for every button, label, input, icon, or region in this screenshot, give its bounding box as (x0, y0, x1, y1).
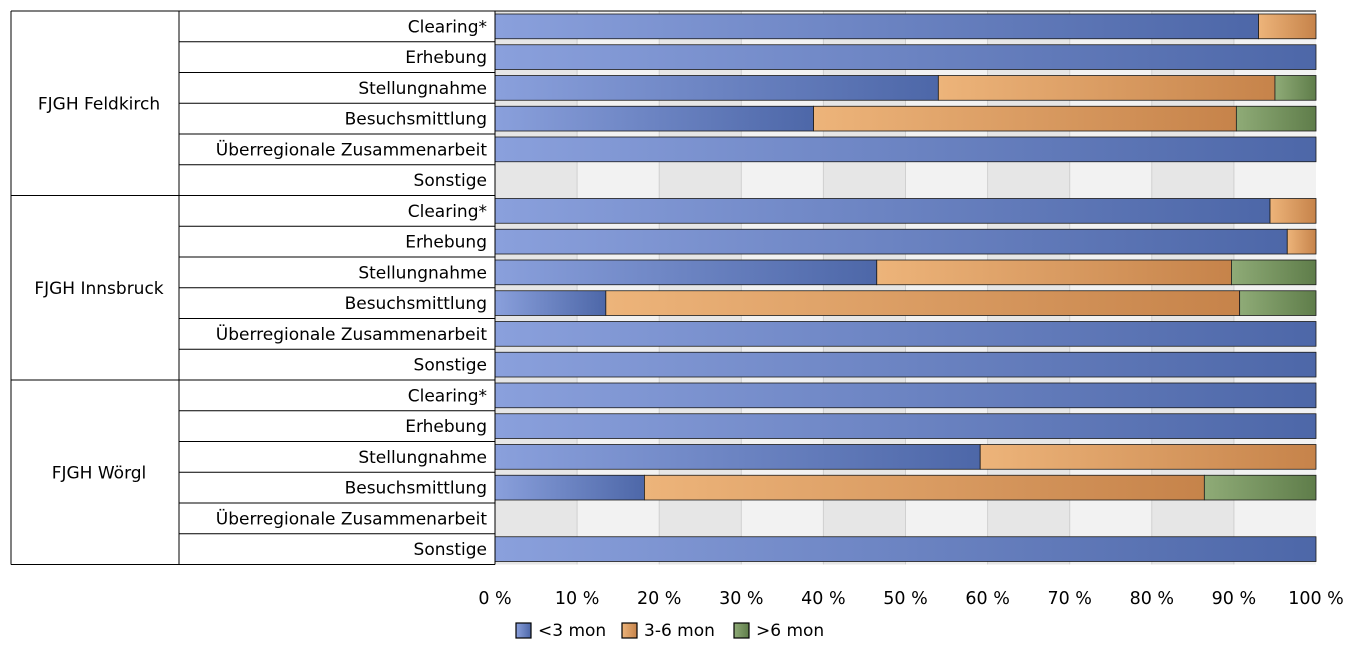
bar-segment-fjgh-innsbruck-sonstige-3-mon (494, 351, 1317, 378)
bar-segment-fjgh-worgl-stellungnahme-3-mon (494, 444, 981, 470)
bar-segment-fjgh-innsbruck-erhebung-3-6-mon (1286, 228, 1317, 255)
x-tick-label: 0 % (478, 589, 511, 609)
bar-segment-fjgh-feldkirch-clearing-3-mon (494, 13, 1259, 40)
bar-segment-fjgh-innsbruck-stellungnahme-6-mon (1231, 259, 1317, 286)
bar-segment-fjgh-innsbruck-clearing-3-mon (494, 198, 1271, 224)
bar-segment-fjgh-worgl-erhebung-3-mon (494, 413, 1317, 439)
grid-lines (576, 11, 1235, 565)
row-label-erhebung: Erhebung (405, 48, 487, 68)
row-label-besuchsmittlung: Besuchsmittlung (345, 294, 487, 314)
grid-band (741, 11, 824, 565)
bar-segment-fjgh-innsbruck-besuchsmittlung-3-6-mon (605, 290, 1241, 316)
bar-segment-fjgh-feldkirch-clearing-3-6-mon (1258, 13, 1317, 40)
group-label-fjgh-worgl: FJGH Wörgl (52, 463, 147, 483)
bar-segment-fjgh-innsbruck-erhebung-3-mon (494, 228, 1288, 255)
bar-segment-fjgh-worgl-clearing-3-mon (494, 382, 1317, 409)
grid-band (823, 11, 906, 565)
legend-label: <3 mon (538, 621, 606, 641)
x-tick-label: 100 % (1288, 589, 1344, 609)
row-label-erhebung: Erhebung (405, 417, 487, 437)
row-label-sonstige: Sonstige (414, 540, 487, 560)
bar-segment-fjgh-innsbruck-clearing-3-6-mon (1269, 198, 1317, 224)
row-label-sonstige: Sonstige (414, 356, 487, 376)
bar-segment-fjgh-feldkirch-stellungnahme-6-mon (1274, 75, 1317, 101)
grid-band (1233, 11, 1316, 565)
bar-segment-fjgh-feldkirch-stellungnahme-3-6-mon (937, 75, 1276, 101)
x-tick-label: 50 % (883, 589, 927, 609)
x-tick-label: 40 % (801, 589, 845, 609)
group-label-fjgh-innsbruck: FJGH Innsbruck (34, 279, 163, 299)
grid-band (1151, 11, 1234, 565)
row-label-clearing: Clearing* (408, 202, 487, 222)
legend: <3 mon 3-6 mon >6 mon (515, 621, 824, 641)
bar-segment-fjgh-worgl-stellungnahme-3-6-mon (979, 444, 1317, 470)
bar-segment-fjgh-innsbruck-besuchsmittlung-6-mon (1239, 290, 1317, 316)
group-label-fjgh-feldkirch: FJGH Feldkirch (38, 94, 160, 114)
bar-segment-fjgh-feldkirch-besuchsmittlung-6-mon (1235, 105, 1317, 132)
x-axis-ticks: 0 % 10 % 20 % 30 % 40 % 50 % 60 % 70 % 80 % 90 % 1… (478, 589, 1343, 609)
bar-segment-fjgh-worgl-besuchsmittlung-3-mon (494, 474, 645, 501)
grid-band (1069, 11, 1152, 565)
x-tick-label: 60 % (965, 589, 1009, 609)
row-label-sonstige: Sonstige (414, 171, 487, 191)
row-label-erhebung: Erhebung (405, 233, 487, 253)
bar-segment-fjgh-innsbruck-stellungnahme-3-6-mon (876, 259, 1232, 286)
bar-segment-fjgh-worgl-sonstige-3-mon (494, 536, 1317, 562)
row-label-stellungnahme: Stellungnahme (358, 79, 487, 99)
grid-band (905, 11, 988, 565)
bar-segment-fjgh-innsbruck-stellungnahme-3-mon (494, 259, 878, 286)
grid-bands (495, 11, 1316, 565)
legend-item-3-mon: <3 mon (515, 621, 606, 641)
row-label-uberregionale-zusammenarbeit: Überregionale Zusammenarbeit (216, 323, 488, 345)
legend-label: >6 mon (756, 621, 824, 641)
row-label-stellungnahme: Stellungnahme (358, 263, 487, 283)
row-label-besuchsmittlung: Besuchsmittlung (345, 479, 487, 499)
legend-swatch (733, 622, 750, 639)
legend-label: 3-6 mon (644, 621, 715, 641)
grid-band (659, 11, 742, 565)
x-tick-label: 20 % (637, 589, 681, 609)
row-label-uberregionale-zusammenarbeit: Überregionale Zusammenarbeit (216, 138, 488, 160)
bar-segment-fjgh-feldkirch-besuchsmittlung-3-mon (494, 105, 814, 132)
row-label-stellungnahme: Stellungnahme (358, 448, 487, 468)
legend-item-3-6-mon: 3-6 mon (621, 621, 715, 641)
grid-band (577, 11, 660, 565)
bar-segment-fjgh-feldkirch-stellungnahme-3-mon (494, 75, 939, 101)
legend-swatch (515, 622, 532, 639)
legend-item-6-mon: >6 mon (733, 621, 824, 641)
bar-segment-fjgh-feldkirch-besuchsmittlung-3-6-mon (813, 105, 1237, 132)
row-label-uberregionale-zusammenarbeit: Überregionale Zusammenarbeit (216, 507, 488, 529)
bar-segment-fjgh-feldkirch-uberregionale-zusammenarbeit-3-mon (494, 136, 1317, 163)
x-tick-label: 10 % (555, 589, 599, 609)
x-tick-label: 80 % (1130, 589, 1174, 609)
legend-swatch (621, 622, 638, 639)
bar-segment-fjgh-innsbruck-besuchsmittlung-3-mon (494, 290, 607, 316)
x-tick-label: 70 % (1047, 589, 1091, 609)
category-table: FJGH Feldkirch Clearing* Erhebung Stellungn… (10, 10, 1316, 565)
grid-band (495, 11, 578, 565)
grid-band (987, 11, 1070, 565)
row-label-clearing: Clearing* (408, 386, 487, 406)
bar-segment-fjgh-worgl-besuchsmittlung-3-6-mon (644, 474, 1205, 501)
x-tick-label: 30 % (719, 589, 763, 609)
bar-segment-fjgh-feldkirch-erhebung-3-mon (494, 44, 1317, 70)
row-label-besuchsmittlung: Besuchsmittlung (345, 110, 487, 130)
bar-segment-fjgh-worgl-besuchsmittlung-6-mon (1203, 474, 1317, 501)
row-label-clearing: Clearing* (408, 17, 487, 37)
x-tick-label: 90 % (1212, 589, 1256, 609)
bar-segment-fjgh-innsbruck-uberregionale-zusammenarbeit-3-mon (494, 321, 1317, 347)
bars (494, 13, 1317, 562)
